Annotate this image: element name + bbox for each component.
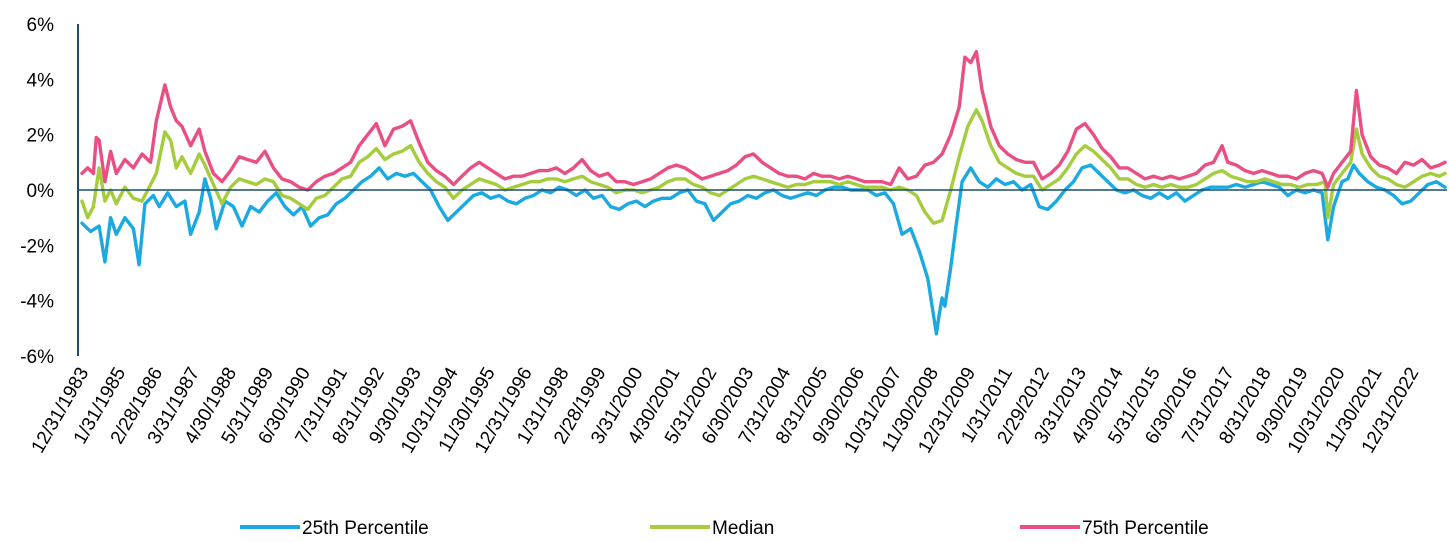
series-line-75th-percentile [80, 50, 1447, 192]
y-tick-label: -6% [20, 347, 54, 368]
series-lines [80, 50, 1447, 336]
legend-label: Median [712, 518, 774, 539]
series-line-25th-percentile [80, 163, 1447, 336]
x-axis-tick-labels: 12/31/19831/31/19852/28/19863/31/19874/3… [28, 364, 1424, 457]
y-tick-label: 6% [27, 15, 55, 36]
y-tick-label: -4% [20, 292, 54, 313]
legend-label: 25th Percentile [302, 518, 429, 539]
legend-label: 75th Percentile [1082, 518, 1209, 539]
y-tick-label: 2% [27, 126, 55, 147]
y-axis-tick-labels: 6% 4% 2% 0% -2% -4% -6% [20, 15, 54, 368]
y-tick-label: 0% [27, 181, 55, 202]
series-line-median [80, 108, 1447, 225]
y-tick-label: -2% [20, 236, 54, 257]
y-tick-label: 4% [27, 70, 55, 91]
legend: 25th Percentile Median 75th Percentile [240, 518, 1209, 539]
